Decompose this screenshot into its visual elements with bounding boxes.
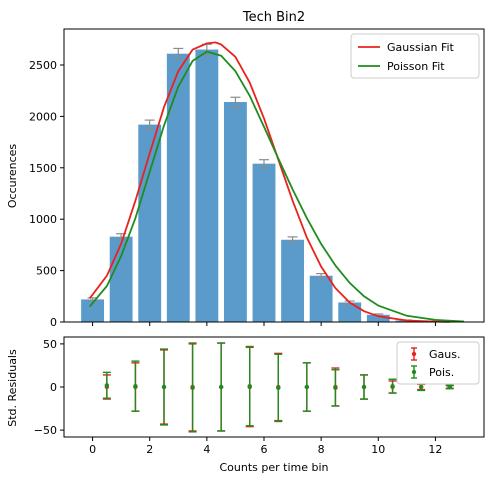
histogram-bar	[195, 49, 219, 323]
histogram-bar	[366, 314, 390, 322]
x-tick-label: 2	[146, 443, 153, 456]
residual-point	[304, 384, 310, 390]
main-y-tick-label: 2500	[29, 59, 57, 72]
main-y-tick-label: 0	[50, 316, 57, 329]
residual-point	[333, 385, 338, 391]
poisson-fit-line	[89, 50, 465, 323]
residual-point	[390, 383, 395, 389]
legend-swatch-point	[411, 351, 417, 357]
main-legend-box	[350, 33, 480, 79]
histogram-bar	[109, 236, 133, 322]
residuals-y-tick-label: −50	[34, 424, 57, 437]
histogram-bar	[224, 101, 247, 322]
legend-label: Gaus.	[429, 348, 460, 361]
histogram-bar	[281, 239, 304, 322]
x-tick-label: 0	[89, 443, 96, 456]
main-y-axis-label: Occurences	[6, 144, 19, 209]
x-tick-label: 8	[318, 443, 325, 456]
histogram-bar	[166, 53, 190, 323]
histogram-bar	[81, 299, 104, 322]
x-tick-label: 6	[261, 443, 268, 456]
main-y-tick-label: 1500	[29, 162, 57, 175]
histogram-bar	[309, 275, 333, 322]
main-axes-frame	[63, 28, 485, 323]
residuals-y-tick-label: 50	[43, 338, 57, 351]
main-title: Tech Bin2	[242, 10, 305, 25]
residual-point	[276, 385, 281, 391]
histogram-bar	[252, 163, 276, 322]
main-plot-area: 0 500 1000 1500 2000 2500 Gaussian Fit Poisson …	[29, 28, 485, 329]
residual-point	[133, 383, 138, 389]
x-tick-label: 4	[203, 443, 210, 456]
residual-point	[361, 384, 367, 390]
legend-label: Gaussian Fit	[387, 41, 455, 54]
x-tick-label: 10	[371, 443, 385, 456]
residuals-plot-area: −50 0 50 0 2 4 6 8 10 12 Gaus. Pois.	[34, 336, 485, 456]
residual-point	[418, 384, 424, 390]
legend-swatch-point	[411, 369, 417, 375]
residuals-y-axis-label: Std. Residuals	[6, 349, 19, 427]
main-y-tick-label: 1000	[29, 213, 57, 226]
residual-point	[247, 383, 252, 389]
legend-label: Pois.	[429, 366, 454, 379]
x-tick-label: 12	[428, 443, 442, 456]
legend-label: Poisson Fit	[387, 60, 445, 73]
residual-point	[190, 385, 195, 391]
histogram-bar	[338, 302, 362, 322]
main-y-tick-label: 500	[36, 265, 57, 278]
residuals-y-tick-label: 0	[50, 381, 57, 394]
residual-point	[447, 384, 452, 390]
residual-point	[161, 384, 167, 390]
residual-point	[218, 384, 224, 390]
residuals-legend-box	[396, 341, 480, 385]
x-axis-label: Counts per time bin	[219, 461, 328, 474]
residual-point	[104, 383, 110, 388]
gaussian-fit-line	[88, 41, 450, 323]
main-y-tick-label: 2000	[29, 110, 57, 123]
